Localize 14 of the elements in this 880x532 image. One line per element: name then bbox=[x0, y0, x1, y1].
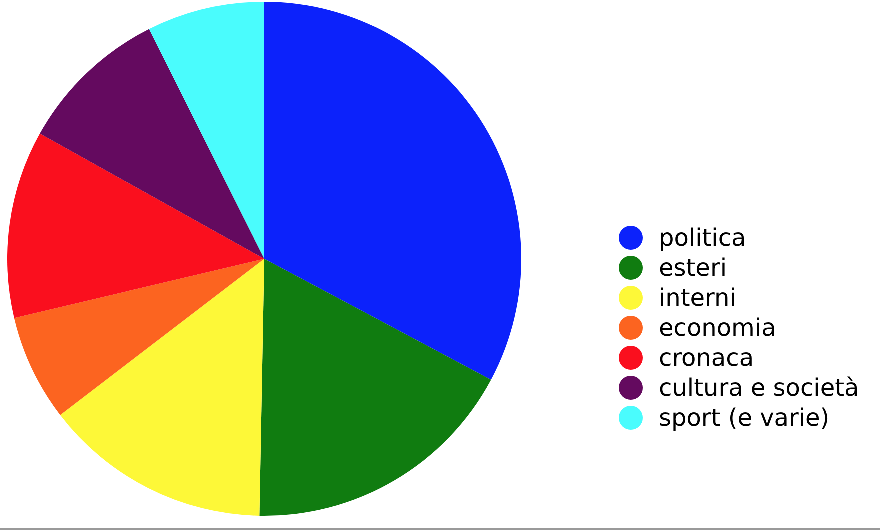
legend-label: politica bbox=[659, 223, 746, 253]
pie-slice bbox=[149, 2, 264, 259]
legend-label: esteri bbox=[659, 253, 727, 283]
legend-label: cronaca bbox=[659, 343, 754, 373]
legend-label: cultura e società bbox=[659, 373, 860, 403]
pie-slice bbox=[8, 134, 264, 318]
legend-label: economia bbox=[659, 313, 776, 343]
pie-slice bbox=[14, 259, 264, 416]
pie-slice bbox=[40, 29, 264, 259]
pie-slice bbox=[260, 259, 492, 516]
legend-label: sport (e varie) bbox=[659, 403, 830, 433]
pie-slice bbox=[60, 259, 264, 516]
pie-slice bbox=[264, 2, 522, 380]
legend-label: interni bbox=[659, 283, 736, 313]
